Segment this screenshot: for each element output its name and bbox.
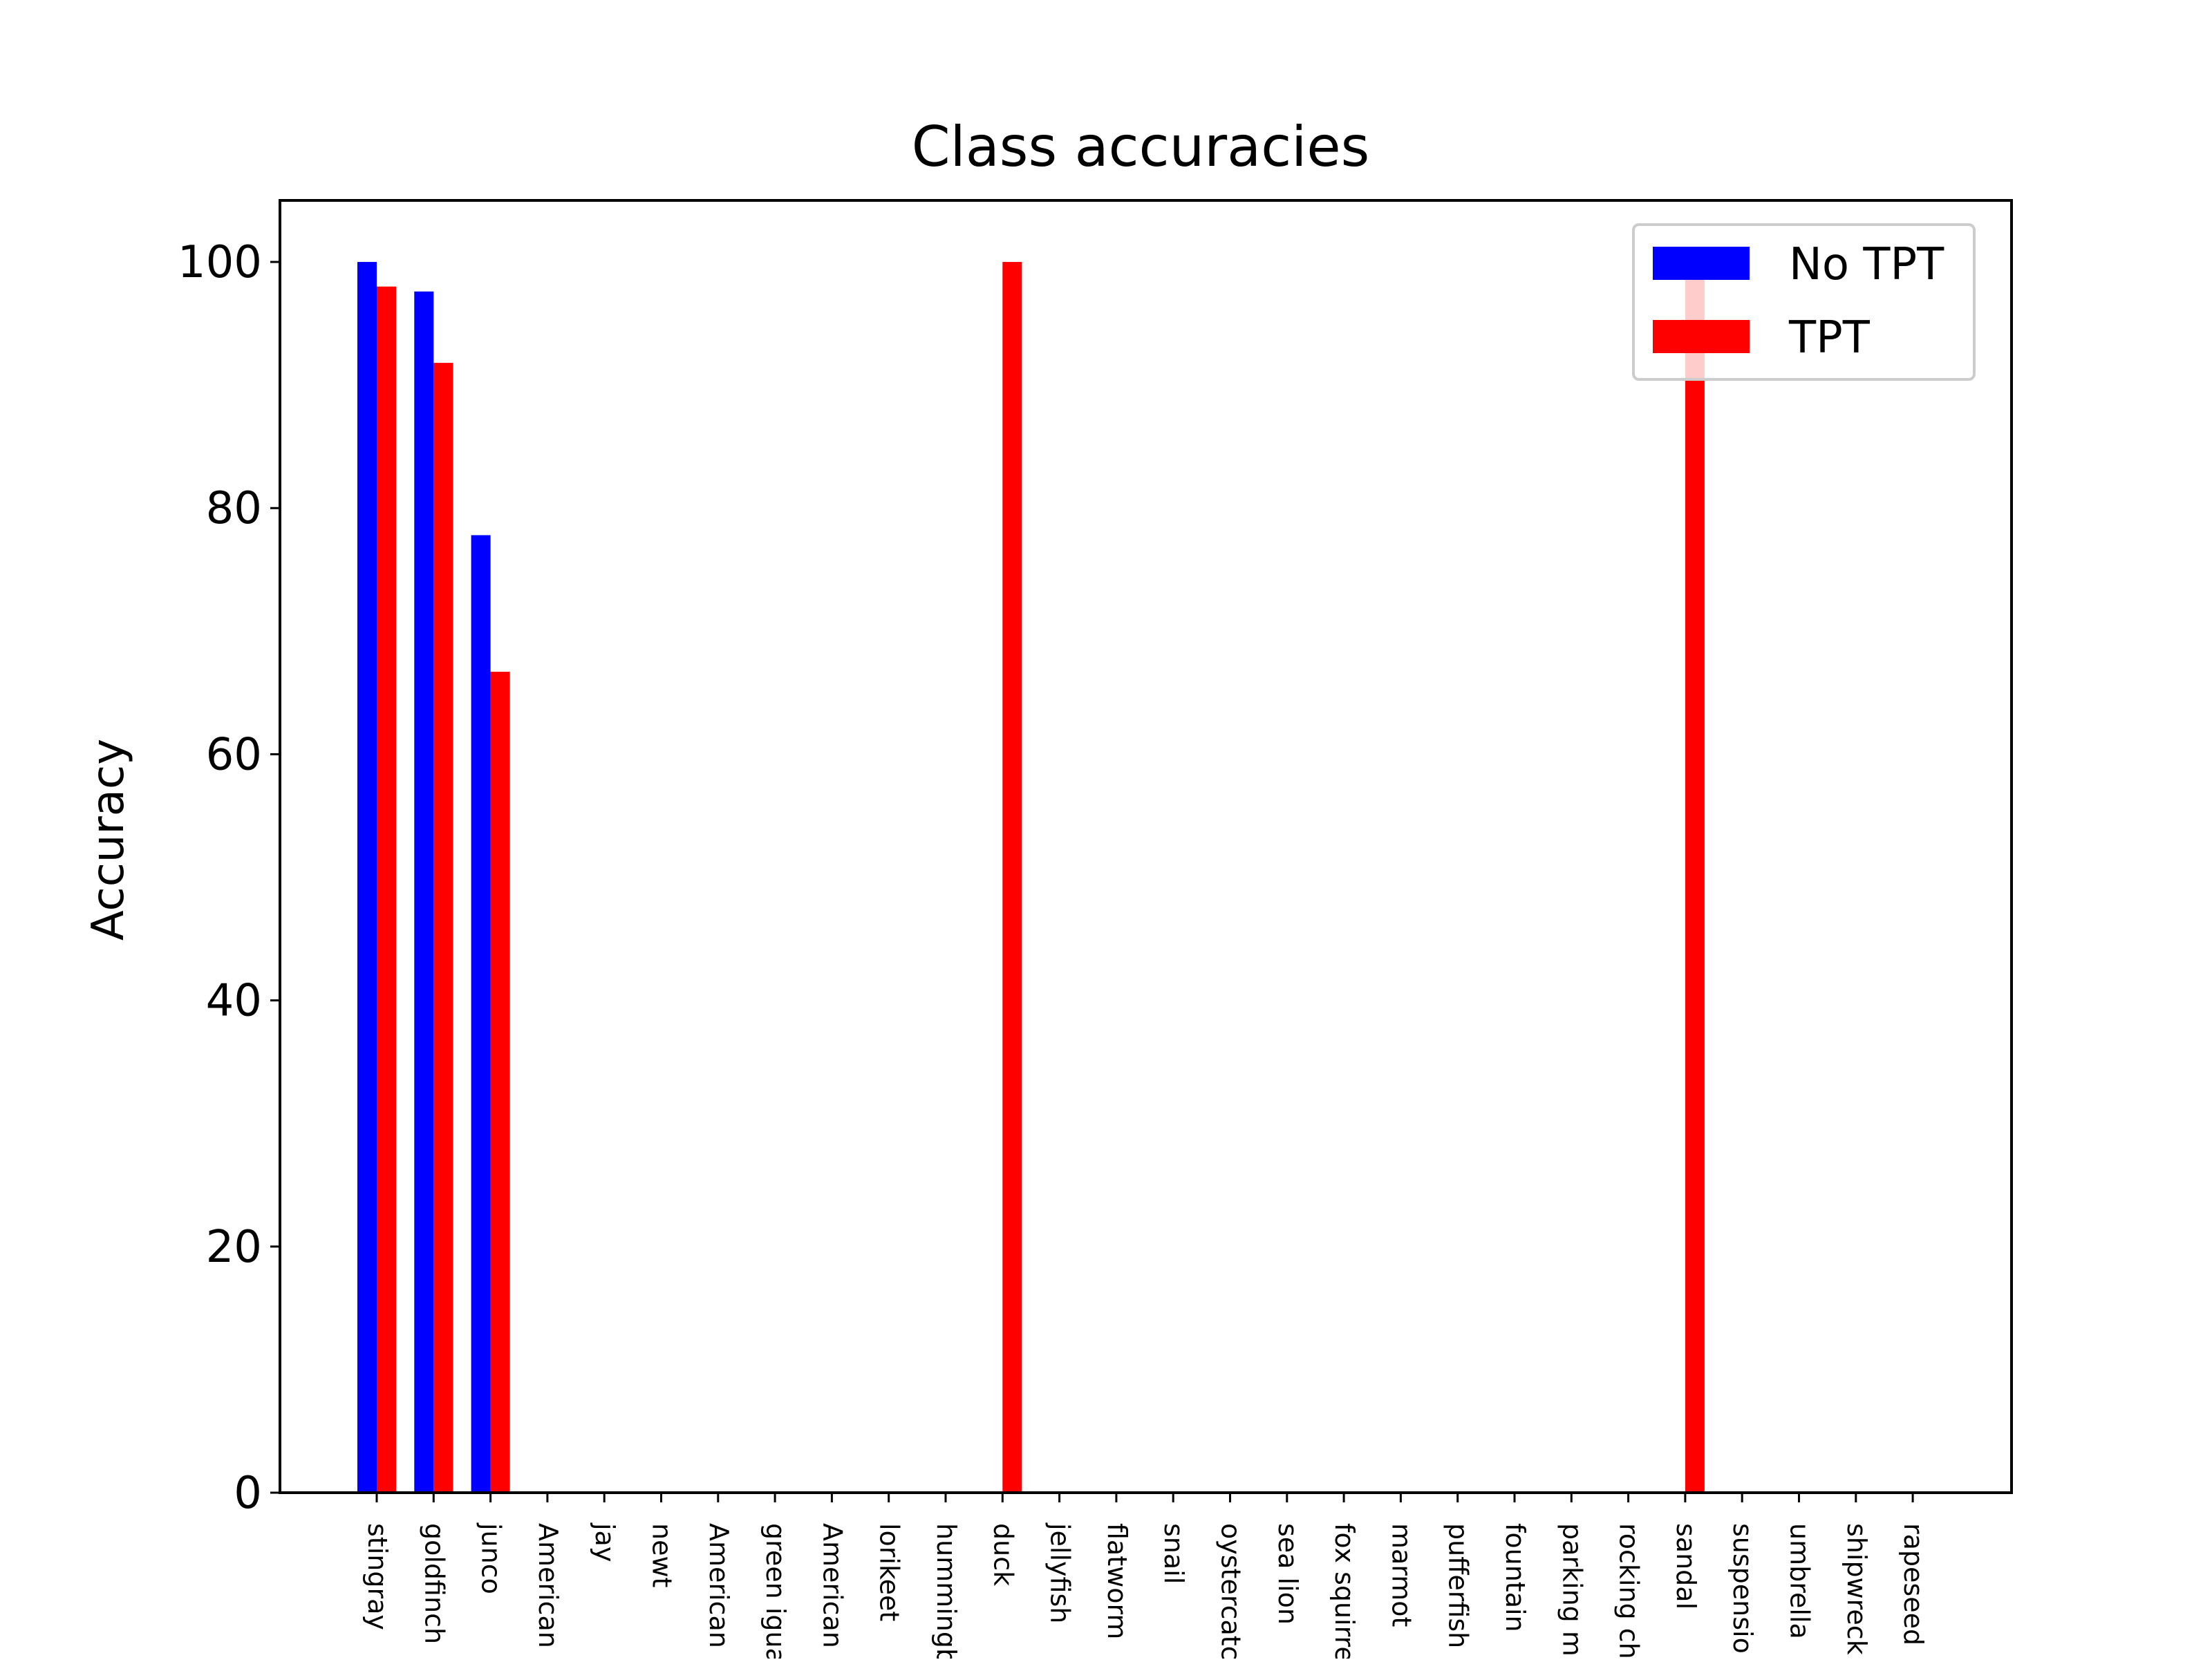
x-tick-label: jellyfish [1045,1522,1076,1623]
bar-tpt-1 [433,363,453,1493]
x-tick-label: pufferfish [1443,1523,1474,1648]
axes-layer: 0 20 40 60 80 100 stingray goldfinch junco Americ… [178,199,2013,1662]
legend-swatch-tpt [1653,320,1750,353]
bar-no-tpt-1 [414,291,434,1493]
plot-frame [279,199,2013,1494]
y-tick-label: 60 [206,729,262,780]
x-tick-label: American [817,1523,847,1648]
x-tick-label: goldfinch [419,1523,449,1644]
x-tick-label: duck [988,1523,1018,1586]
x-tick-label: lorikeet [874,1523,905,1621]
x-tick-label: sandal [1671,1523,1701,1609]
x-tick-label: oystercatc [1216,1523,1246,1659]
y-axis-label: Accuracy [83,739,134,941]
y-tick-label: 80 [206,483,262,534]
legend: No TPT TPT [1632,223,1976,381]
legend-swatch-no-tpt [1653,247,1750,280]
y-tick-label: 20 [206,1222,262,1273]
x-tick-label: marmot [1386,1523,1416,1627]
x-tick-label: parking m [1557,1523,1587,1656]
bar-no-tpt-2 [471,535,491,1493]
bar-tpt-23 [1685,262,1705,1493]
chart-title: Class accuracies [912,115,1370,179]
x-tick-label: sea lion [1273,1523,1303,1625]
x-tick-label: umbrella [1785,1523,1815,1639]
y-tick-label: 0 [234,1468,262,1519]
bars-layer [357,262,1705,1493]
x-tick-label: suspensio [1727,1523,1758,1654]
x-tick-label: snail [1159,1523,1189,1584]
legend-label-no-tpt: No TPT [1789,239,1944,290]
legend-label-tpt: TPT [1788,312,1871,363]
x-tick-label: junco [476,1522,507,1594]
bar-tpt-2 [490,672,510,1493]
bar-tpt-11 [1002,262,1022,1493]
x-tick-label: shipwreck [1841,1523,1872,1655]
x-tick-label: fox squirre [1329,1523,1360,1659]
bar-tpt-0 [377,286,396,1493]
x-tick-label: green igua [760,1523,791,1659]
y-tick-label: 40 [206,976,262,1027]
x-tick-label: newt [647,1523,677,1587]
x-tick-label: American [704,1523,734,1648]
x-tick-label: fountain [1500,1523,1530,1632]
x-tick-label: flatworm [1102,1523,1132,1639]
bar-no-tpt-0 [357,262,377,1493]
x-tick-label: hummingb [931,1523,962,1659]
x-tick-label: American [533,1523,563,1648]
x-tick-label: rocking ch [1614,1523,1644,1659]
y-tick-label: 100 [178,237,262,288]
x-tick-label: rapeseed [1898,1523,1929,1645]
x-tick-label: stingray [362,1523,393,1630]
x-tick-label: jay [590,1522,620,1562]
